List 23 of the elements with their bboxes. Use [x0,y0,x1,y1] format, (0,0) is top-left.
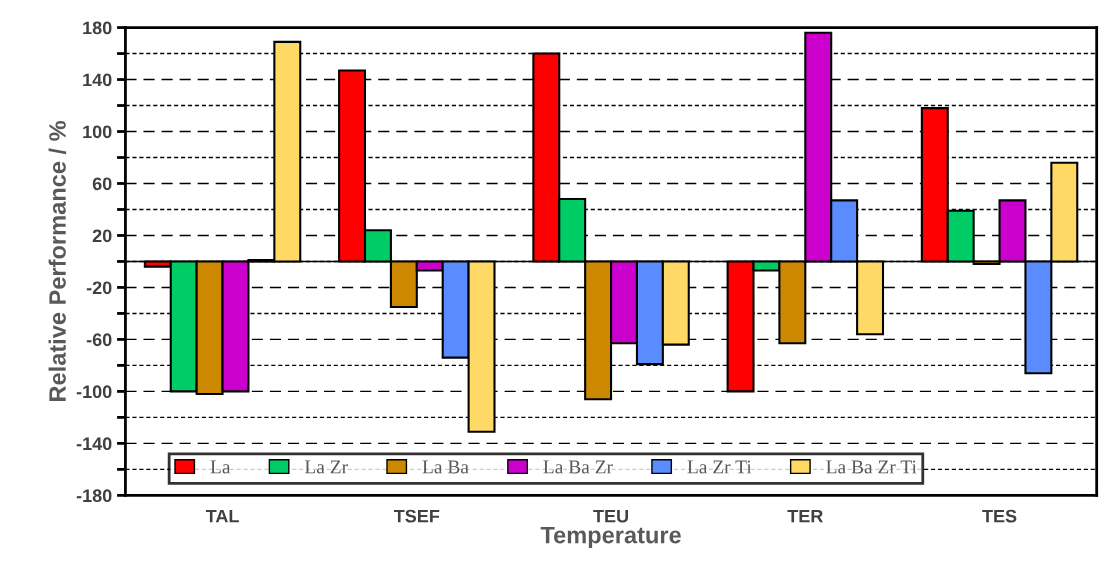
legend-label: La Zr Ti [687,460,752,474]
x-tick-label: TER [787,509,823,523]
y-tick-label: -100 [76,385,112,399]
y-tick-label: 100 [83,125,112,139]
legend-label: La Ba Zr Ti [826,460,917,474]
x-tick-label: TAL [205,509,239,523]
legend-label: La Ba Zr [543,460,613,474]
x-tick-label: TEU [593,509,629,523]
legend-label: La Zr [304,460,348,474]
y-tick-label: -20 [86,281,112,295]
legend-label: La Ba [422,460,469,474]
y-tick-label: -60 [86,333,112,347]
x-axis-title: Temperature [540,526,681,549]
y-tick-label: 140 [83,73,112,87]
y-tick-label: 180 [83,21,112,35]
y-tick-label: 60 [92,177,112,191]
x-tick-label: TES [982,509,1017,523]
y-tick-label: -180 [76,489,112,503]
legend-label: La [210,460,231,474]
y-axis-title: Relative Performance / % [48,121,67,401]
y-tick-label: -140 [76,437,112,451]
y-tick-label: 20 [92,229,112,243]
x-tick-label: TSEF [393,509,440,523]
